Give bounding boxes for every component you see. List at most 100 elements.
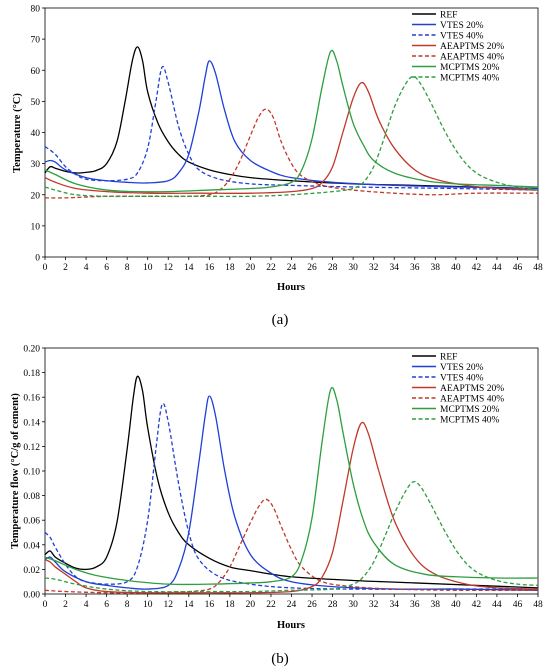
legend-entry: MCPTMS 20% xyxy=(440,405,499,415)
x-tick-label: 18 xyxy=(225,600,235,610)
x-tick-label: 34 xyxy=(389,263,399,273)
x-axis-label-b: Hours xyxy=(277,620,305,631)
x-tick-label: 6 xyxy=(104,600,109,610)
y-tick-label: 0.18 xyxy=(23,369,40,379)
series-line-mcptms-20 xyxy=(44,386,539,586)
x-tick-label: 38 xyxy=(431,600,441,610)
y-axis-label-a: Temperature (°C) xyxy=(12,93,23,173)
x-tick-label: 14 xyxy=(184,263,194,273)
chart-panel-b: 0 2 4 6 8 10 12 14 16 18 20 22 24 26 28 30 32 34 36 38 40 42 4… xyxy=(10,345,543,668)
y-tick-label: 0.00 xyxy=(23,591,40,601)
series-line-ref xyxy=(44,375,539,589)
series-lines-a xyxy=(44,46,539,199)
series-line-aeaptms-20 xyxy=(44,81,539,194)
x-tick-label: 0 xyxy=(43,263,48,273)
legend-entry: AEAPTMS 20% xyxy=(440,42,504,52)
y-tick-label: 0.10 xyxy=(23,468,40,478)
x-tick-label: 44 xyxy=(492,263,502,273)
y-tick-label: 0.06 xyxy=(23,517,40,527)
x-tick-label: 40 xyxy=(451,263,461,273)
series-line-mcptms-20 xyxy=(44,49,539,193)
x-tick-label: 32 xyxy=(369,263,379,273)
x-tick-label: 16 xyxy=(205,263,215,273)
x-axis-label-a: Hours xyxy=(277,282,305,293)
x-tick-label: 18 xyxy=(225,263,235,273)
panel-label-a: (a) xyxy=(272,312,289,328)
y-tick-label: 0.04 xyxy=(23,541,40,551)
y-tick-label: 0.20 xyxy=(23,345,40,355)
x-tick-label: 46 xyxy=(513,600,523,610)
x-tick-label: 46 xyxy=(513,263,523,273)
axis-ticks-a: 0 2 4 6 8 10 12 14 16 18 20 22 24 26 28 30 32 34 36 38 40 42 4… xyxy=(31,5,544,274)
x-tick-label: 8 xyxy=(125,600,130,610)
y-tick-label: 0.14 xyxy=(23,418,40,428)
x-tick-label: 28 xyxy=(328,263,338,273)
legend-entry: AEAPTMS 40% xyxy=(440,395,504,405)
legend-entry: MCPTMS 40% xyxy=(440,416,499,426)
y-tick-label: 0.08 xyxy=(23,492,40,502)
legend-entry: REF xyxy=(440,353,457,363)
x-tick-label: 42 xyxy=(472,600,482,610)
y-axis-label-b: Temperature flow (°C/g of cement) xyxy=(10,393,21,549)
series-line-aeaptms-40 xyxy=(44,498,539,594)
x-tick-label: 2 xyxy=(63,600,68,610)
x-tick-label: 40 xyxy=(451,600,461,610)
panel-label-b: (b) xyxy=(271,651,289,667)
x-tick-label: 30 xyxy=(348,600,358,610)
legend-entry: REF xyxy=(440,11,457,21)
y-tick-label: 10 xyxy=(31,222,41,232)
series-line-mcptms-40 xyxy=(44,480,539,593)
series-line-ref xyxy=(44,46,539,190)
x-tick-label: 24 xyxy=(287,600,297,610)
x-tick-label: 48 xyxy=(533,600,543,610)
axis-ticks-b: 0 2 4 6 8 10 12 14 16 18 20 22 24 26 28 30 32 34 36 38 40 42 4… xyxy=(23,345,543,611)
x-tick-label: 36 xyxy=(410,600,420,610)
x-tick-label: 12 xyxy=(164,263,174,273)
y-tick-label: 60 xyxy=(31,67,41,77)
x-tick-label: 14 xyxy=(184,600,194,610)
legend-entry: VTES 40% xyxy=(440,374,484,384)
x-tick-label: 34 xyxy=(389,600,399,610)
series-line-vtes-40 xyxy=(44,65,539,191)
series-lines-b xyxy=(44,375,539,594)
legend-entry: MCPTMS 40% xyxy=(440,74,499,84)
y-tick-label: 50 xyxy=(31,98,41,108)
x-tick-label: 8 xyxy=(125,263,130,273)
y-tick-label: 20 xyxy=(31,191,41,201)
y-tick-label: 0 xyxy=(35,254,40,264)
x-tick-label: 48 xyxy=(533,263,543,273)
x-tick-label: 10 xyxy=(143,600,153,610)
x-tick-label: 26 xyxy=(307,600,317,610)
series-line-mcptms-40 xyxy=(44,75,539,198)
x-tick-label: 4 xyxy=(84,600,89,610)
x-tick-label: 0 xyxy=(43,600,48,610)
x-tick-label: 2 xyxy=(63,263,68,273)
x-tick-label: 38 xyxy=(431,263,441,273)
x-tick-label: 10 xyxy=(143,263,153,273)
y-tick-label: 30 xyxy=(31,160,41,170)
series-line-vtes-40 xyxy=(44,402,538,590)
x-tick-label: 26 xyxy=(307,263,317,273)
x-tick-label: 28 xyxy=(328,600,338,610)
x-tick-label: 12 xyxy=(164,600,174,610)
x-tick-label: 36 xyxy=(410,263,420,273)
y-tick-label: 40 xyxy=(31,129,41,139)
x-tick-label: 16 xyxy=(205,600,215,610)
legend-entry: AEAPTMS 40% xyxy=(440,53,504,63)
x-tick-label: 44 xyxy=(492,600,502,610)
legend-entry: MCPTMS 20% xyxy=(440,63,499,73)
legend-entry: AEAPTMS 20% xyxy=(440,384,504,394)
series-line-vtes-20 xyxy=(44,60,539,190)
y-tick-label: 0.12 xyxy=(23,443,40,453)
x-tick-label: 30 xyxy=(348,263,358,273)
x-tick-label: 42 xyxy=(472,263,482,273)
y-tick-label: 0.16 xyxy=(23,394,40,404)
legend-entry: VTES 40% xyxy=(440,32,484,42)
legend-entry: VTES 20% xyxy=(440,21,484,31)
x-tick-label: 24 xyxy=(287,263,297,273)
series-line-aeaptms-20 xyxy=(44,421,539,594)
y-tick-label: 70 xyxy=(31,36,41,46)
x-tick-label: 20 xyxy=(246,600,256,610)
